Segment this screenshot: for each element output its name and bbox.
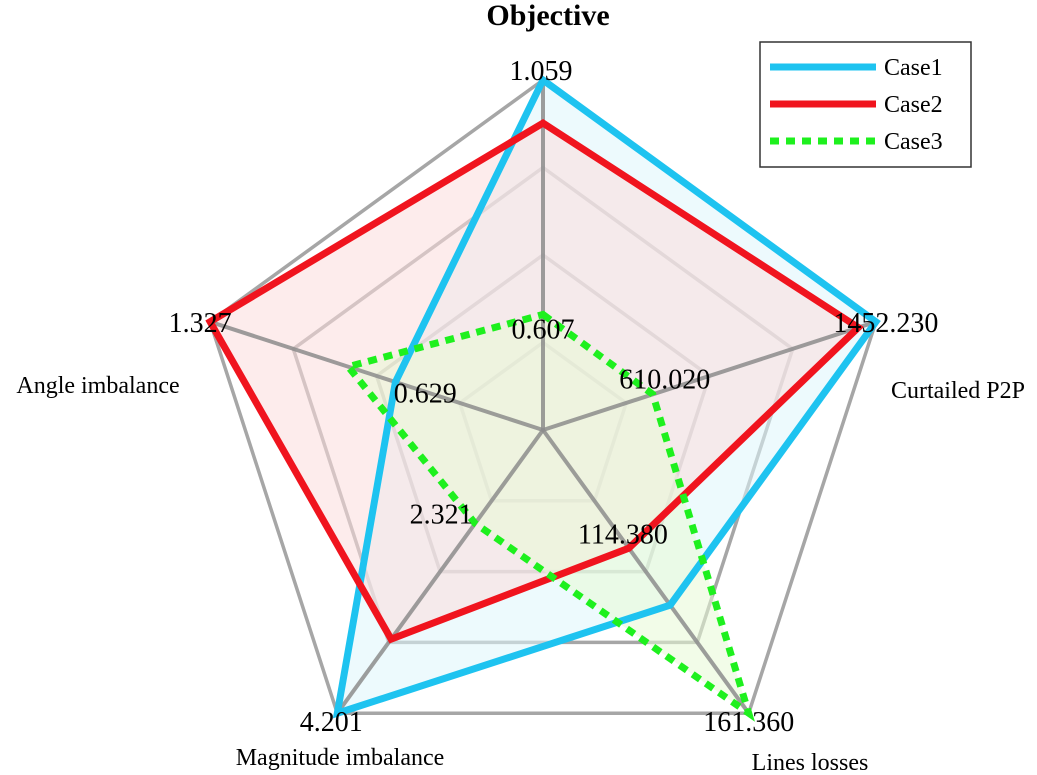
tick-max-label: 4.201 xyxy=(300,707,363,738)
axis-label: Lines losses xyxy=(752,750,869,775)
series-line-case3 xyxy=(342,310,755,722)
axis-label: Magnitude imbalance xyxy=(236,745,445,771)
legend-label: Case2 xyxy=(884,92,943,118)
chart-title: Objective xyxy=(486,0,609,32)
radar-spokes xyxy=(209,80,877,715)
tick-min-label: 114.380 xyxy=(578,519,668,550)
legend: Case1 Case2 Case3 xyxy=(759,41,972,168)
spoke xyxy=(541,428,751,715)
legend-label: Case3 xyxy=(884,129,943,155)
tick-max-label: 1.327 xyxy=(169,308,232,339)
series-line-case2 xyxy=(205,118,864,644)
tick-min-label: 610.020 xyxy=(619,364,710,395)
tick-min-label: 0.607 xyxy=(512,315,575,346)
series-line-case1 xyxy=(332,74,881,719)
tick-max-label: 1452.230 xyxy=(833,308,938,339)
tick-max-label: 1.059 xyxy=(510,56,573,87)
spoke xyxy=(335,428,545,715)
spoke xyxy=(209,319,544,432)
tick-min-label: 0.629 xyxy=(394,378,457,409)
spoke xyxy=(542,319,877,432)
series-lines xyxy=(205,74,881,722)
legend-label: Case1 xyxy=(884,55,943,81)
tick-max-label: 161.360 xyxy=(703,707,794,738)
axis-label: Angle imbalance xyxy=(16,373,179,399)
axis-labels: Curtailed P2P Lines losses Magnitude imbal… xyxy=(16,373,1025,775)
tick-labels: 1.059 0.607 1452.230 610.020 161.360 114.380 4… xyxy=(169,56,939,738)
axis-label: Curtailed P2P xyxy=(891,378,1025,404)
tick-min-label: 2.321 xyxy=(410,499,473,530)
